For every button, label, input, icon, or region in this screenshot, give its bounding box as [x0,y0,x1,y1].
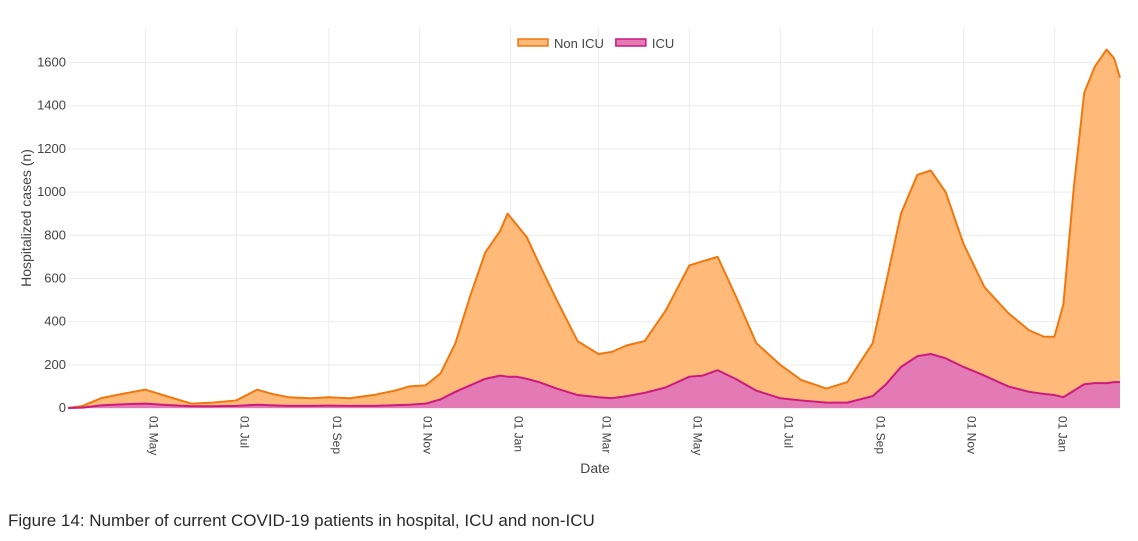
legend-item-icu[interactable]: ICU [615,36,674,51]
line-non-icu [67,48,1121,409]
y-axis-title: Hospitalized cases (n) [18,149,34,287]
x-tick-label: 01 Jul [781,416,795,448]
legend[interactable]: Non ICU ICU [517,36,674,51]
y-tick-label: 0 [59,400,66,415]
y-tick-label: 800 [44,227,66,242]
area-non-icu[interactable] [68,49,1120,409]
x-tick-label: 01 Jan [1055,416,1069,452]
x-tick-label: 01 May [690,416,704,455]
x-tick-label: 01 Nov [965,416,979,454]
x-tick-label: 01 Sep [330,416,344,454]
y-tick-label: 600 [44,270,66,285]
x-axis-title: Date [580,460,610,476]
y-tick-label: 1000 [37,184,66,199]
legend-swatch [517,38,549,47]
x-tick-label: 01 Nov [421,416,435,454]
x-tick-label: 01 May [146,416,160,455]
legend-item-non-icu[interactable]: Non ICU [517,36,604,51]
y-tick-label: 400 [44,314,66,329]
y-tick-label: 200 [44,357,66,372]
legend-label: Non ICU [554,36,604,51]
y-axis-ticks: 0 200 400 600 800 1000 1200 1400 1600 [37,55,66,415]
legend-label: ICU [652,36,674,51]
x-tick-label: 01 Jul [237,416,251,448]
x-axis-ticks: 01 May 01 Jul 01 Sep 01 Nov 01 Jan 01 Mar 01 M… [146,416,1069,455]
line-icu [67,353,1120,409]
x-tick-label: 01 Sep [874,416,888,454]
y-tick-label: 1200 [37,141,66,156]
series-lines [67,48,1121,409]
y-tick-label: 1400 [37,98,66,113]
y-tick-label: 1600 [37,55,66,70]
x-tick-label: 01 Mar [599,416,613,453]
area-chart: 0 200 400 600 800 1000 1200 1400 1600 01 May 01 J… [18,28,1121,476]
x-tick-label: 01 Jan [512,416,526,452]
areas [68,49,1120,409]
figure-caption: Figure 14: Number of current COVID-19 pa… [8,511,595,530]
legend-swatch [615,38,647,47]
